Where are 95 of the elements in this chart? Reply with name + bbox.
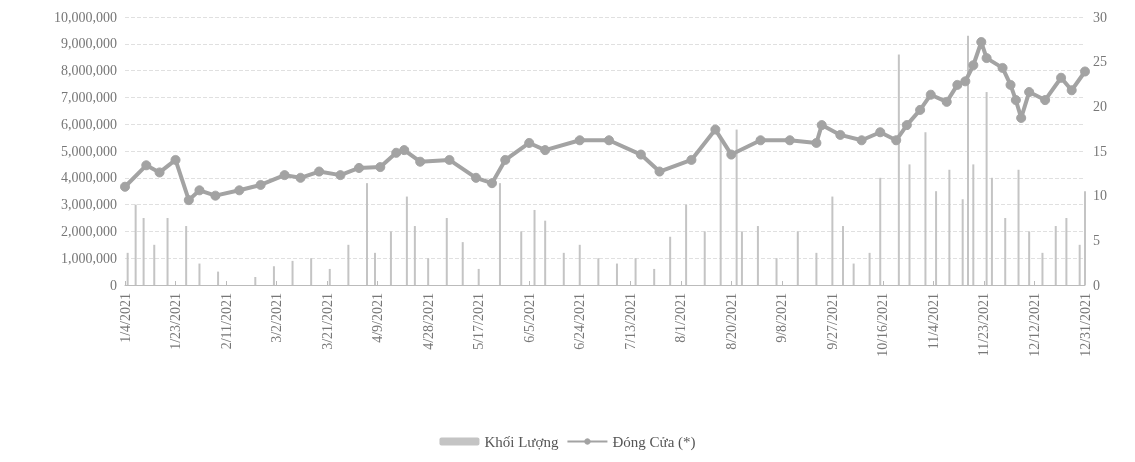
x-tick-label: 9/8/2021 bbox=[774, 293, 790, 343]
point bbox=[891, 135, 902, 146]
point bbox=[279, 170, 290, 181]
point bbox=[183, 195, 194, 206]
y-tick-label: 2,000,000 bbox=[61, 223, 117, 239]
point bbox=[726, 149, 737, 160]
x-tick-label: 1/23/2021 bbox=[168, 293, 184, 350]
point bbox=[354, 162, 365, 173]
point bbox=[574, 135, 585, 146]
point bbox=[1005, 79, 1016, 90]
point bbox=[1066, 85, 1077, 96]
point bbox=[194, 185, 205, 196]
y2-tick-label: 5 bbox=[1093, 232, 1100, 248]
point bbox=[856, 135, 867, 146]
point bbox=[170, 154, 181, 165]
point bbox=[120, 181, 130, 192]
x-tick-label: 6/24/2021 bbox=[572, 293, 588, 350]
point bbox=[941, 96, 952, 107]
point bbox=[335, 170, 346, 181]
point bbox=[686, 154, 697, 165]
y2-tick-label: 20 bbox=[1093, 98, 1107, 114]
point bbox=[314, 166, 325, 177]
x-tick-label: 8/1/2021 bbox=[673, 293, 689, 343]
x-tick-label: 8/20/2021 bbox=[723, 293, 739, 350]
y-tick-label: 7,000,000 bbox=[61, 89, 117, 105]
x-tick-label: 5/17/2021 bbox=[471, 293, 487, 350]
point bbox=[295, 172, 306, 183]
x-tick-label: 4/28/2021 bbox=[420, 293, 436, 350]
point bbox=[960, 76, 971, 87]
point bbox=[500, 154, 511, 165]
x-tick-label: 12/12/2021 bbox=[1026, 293, 1042, 357]
x-tick-label: 11/23/2021 bbox=[976, 293, 992, 357]
x-tick-label: 2/11/2021 bbox=[218, 293, 234, 350]
point bbox=[399, 145, 410, 156]
y-tick-label: 4,000,000 bbox=[61, 170, 117, 186]
point bbox=[875, 127, 886, 138]
y2-tick-label: 10 bbox=[1093, 188, 1107, 204]
point bbox=[1056, 72, 1067, 83]
point bbox=[981, 53, 992, 64]
x-tick-label: 9/27/2021 bbox=[824, 293, 840, 350]
point bbox=[1010, 95, 1021, 106]
x-tick-label: 6/5/2021 bbox=[521, 293, 537, 343]
point bbox=[968, 60, 979, 71]
y-tick-label: 5,000,000 bbox=[61, 143, 117, 159]
x-tick-label: 4/9/2021 bbox=[370, 293, 386, 343]
point bbox=[710, 124, 721, 135]
y-tick-label: 0 bbox=[110, 277, 117, 293]
y-tick-label: 3,000,000 bbox=[61, 197, 117, 213]
point bbox=[997, 62, 1008, 73]
y-tick-label: 6,000,000 bbox=[61, 116, 117, 132]
point bbox=[444, 154, 455, 165]
y2-tick-label: 15 bbox=[1093, 143, 1107, 159]
point bbox=[391, 147, 402, 158]
x-tick-label: 3/21/2021 bbox=[319, 293, 335, 350]
point bbox=[604, 135, 614, 146]
y-tick-label: 1,000,000 bbox=[61, 250, 117, 266]
legend-label: Khối Lượng bbox=[484, 433, 559, 450]
y2-tick-label: 30 bbox=[1093, 9, 1107, 25]
point bbox=[375, 162, 386, 173]
x-tick-label: 11/4/2021 bbox=[925, 293, 941, 350]
x-tick-label: 1/4/2021 bbox=[117, 293, 133, 343]
point bbox=[915, 104, 926, 115]
point bbox=[1040, 95, 1051, 106]
y-tick-label: 10,000,000 bbox=[54, 9, 117, 25]
x-tick-label: 12/31/2021 bbox=[1077, 293, 1093, 357]
x-tick-label: 7/13/2021 bbox=[622, 293, 638, 350]
point bbox=[654, 166, 665, 177]
point bbox=[540, 145, 551, 156]
point bbox=[755, 135, 766, 146]
point bbox=[415, 156, 426, 167]
point bbox=[141, 160, 152, 171]
point bbox=[901, 120, 912, 131]
y-tick-label: 8,000,000 bbox=[61, 63, 117, 79]
point bbox=[154, 167, 165, 178]
point bbox=[835, 129, 846, 140]
legend-label: Đóng Cửa (*) bbox=[612, 433, 696, 451]
x-tick-label: 3/2/2021 bbox=[269, 293, 285, 343]
point bbox=[816, 120, 827, 131]
point bbox=[1024, 87, 1035, 98]
point bbox=[210, 190, 221, 201]
y2-tick-label: 25 bbox=[1093, 54, 1107, 70]
point bbox=[952, 79, 963, 90]
point bbox=[524, 137, 535, 148]
point bbox=[635, 149, 646, 160]
point bbox=[486, 178, 497, 189]
point bbox=[811, 137, 822, 148]
x-tick-label: 10/16/2021 bbox=[875, 293, 891, 357]
point bbox=[784, 135, 795, 146]
y2-tick-label: 0 bbox=[1093, 277, 1100, 293]
point bbox=[1080, 66, 1090, 77]
point bbox=[255, 179, 266, 190]
point bbox=[471, 172, 482, 183]
y-tick-label: 9,000,000 bbox=[61, 36, 117, 52]
point bbox=[925, 89, 936, 100]
point bbox=[234, 185, 245, 196]
